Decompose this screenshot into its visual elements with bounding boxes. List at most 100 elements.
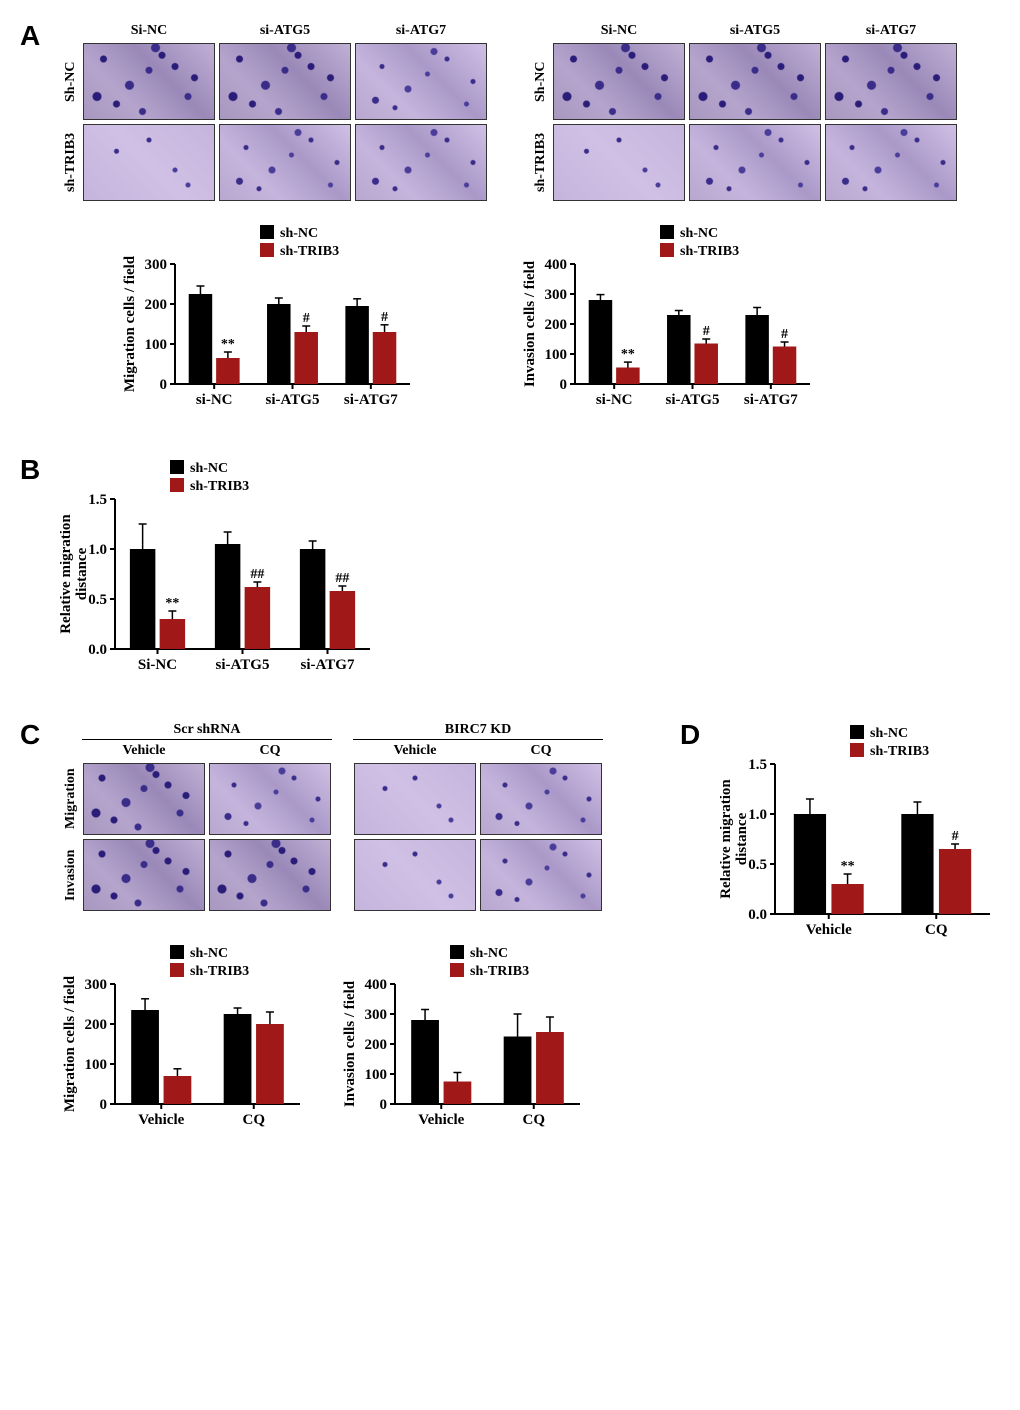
sub-header: Vehicle [353, 742, 477, 760]
svg-text:sh-TRIB3: sh-TRIB3 [190, 479, 249, 494]
svg-text:si-ATG5: si-ATG5 [666, 392, 720, 408]
panel-d-label: D [680, 719, 720, 751]
svg-text:si-NC: si-NC [596, 392, 633, 408]
svg-text:CQ: CQ [243, 1112, 266, 1128]
panel-c-invasion-chart: 0100200300400Invasion cells / fieldVehic… [340, 939, 590, 1144]
svg-text:sh-TRIB3: sh-TRIB3 [470, 964, 529, 979]
micrograph [83, 763, 205, 835]
svg-text:#: # [381, 310, 388, 325]
svg-text:300: 300 [85, 977, 108, 993]
sub-header: CQ [208, 742, 332, 760]
row-header: Migration [62, 762, 80, 836]
svg-text:Relative migration: Relative migration [720, 779, 734, 899]
svg-text:sh-NC: sh-NC [870, 726, 908, 741]
svg-text:distance: distance [74, 547, 90, 600]
svg-text:#: # [303, 311, 310, 326]
svg-text:0: 0 [560, 377, 568, 393]
svg-text:sh-TRIB3: sh-TRIB3 [870, 744, 929, 759]
svg-text:si-ATG5: si-ATG5 [266, 392, 320, 408]
micrograph [209, 763, 331, 835]
svg-text:**: ** [221, 337, 235, 352]
row-header: Sh-NC [62, 42, 80, 121]
svg-text:100: 100 [365, 1067, 388, 1083]
panel-c-label: C [20, 719, 60, 751]
svg-text:**: ** [621, 347, 635, 362]
col-header: si-ATG5 [688, 22, 822, 40]
svg-text:Relative migration: Relative migration [60, 514, 74, 634]
svg-text:400: 400 [545, 257, 568, 273]
micrograph [825, 43, 957, 120]
svg-text:1.0: 1.0 [88, 542, 107, 558]
svg-text:sh-NC: sh-NC [280, 226, 318, 241]
svg-text:0: 0 [160, 377, 168, 393]
col-header: Si-NC [82, 22, 216, 40]
micrograph [209, 839, 331, 911]
svg-text:200: 200 [545, 317, 568, 333]
row-header: sh-TRIB3 [532, 123, 550, 202]
svg-text:0.5: 0.5 [748, 857, 767, 873]
svg-text:sh-NC: sh-NC [680, 226, 718, 241]
micrograph [689, 124, 821, 201]
svg-text:100: 100 [145, 337, 168, 353]
svg-text:0: 0 [380, 1097, 388, 1113]
svg-text:200: 200 [85, 1017, 108, 1033]
svg-text:si-ATG7: si-ATG7 [744, 392, 798, 408]
svg-text:si-ATG7: si-ATG7 [301, 657, 355, 673]
svg-text:sh-NC: sh-NC [190, 946, 228, 961]
micrograph [83, 839, 205, 911]
svg-text:0: 0 [100, 1097, 108, 1113]
svg-text:1.5: 1.5 [748, 757, 767, 773]
panel-a-migration-chart: 0100200300Migration cells / field**si-NC… [120, 219, 420, 424]
micrograph [689, 43, 821, 120]
panel-d-chart: 0.00.51.01.5Relative migrationdistance**… [720, 719, 1000, 954]
svg-text:CQ: CQ [523, 1112, 546, 1128]
svg-text:si-NC: si-NC [196, 392, 233, 408]
col-header: si-ATG5 [218, 22, 352, 40]
svg-text:Vehicle: Vehicle [806, 922, 852, 938]
svg-text:#: # [952, 829, 959, 844]
svg-text:Migration cells / field: Migration cells / field [62, 975, 78, 1112]
micrograph [354, 763, 476, 835]
svg-text:0.5: 0.5 [88, 592, 107, 608]
svg-text:sh-NC: sh-NC [190, 461, 228, 476]
micrograph [83, 43, 215, 120]
svg-text:200: 200 [365, 1037, 388, 1053]
panel-b-chart: 0.00.51.01.5Relative migrationdistance**… [60, 454, 380, 689]
svg-text:CQ: CQ [925, 922, 948, 938]
svg-text:0.0: 0.0 [748, 907, 767, 923]
panel-c-grid: Scr shRNA BIRC7 KD Vehicle CQ Vehicle CQ… [60, 719, 620, 914]
group-header: BIRC7 KD [353, 721, 603, 740]
sub-header: CQ [479, 742, 603, 760]
svg-text:300: 300 [145, 257, 168, 273]
group-header: Scr shRNA [82, 721, 332, 740]
svg-text:si-ATG5: si-ATG5 [216, 657, 270, 673]
svg-text:sh-TRIB3: sh-TRIB3 [280, 244, 339, 259]
svg-text:si-ATG7: si-ATG7 [344, 392, 398, 408]
panel-a-grid-right: Si-NC si-ATG5 si-ATG7 Sh-NC sh-TRIB3 [530, 20, 960, 204]
svg-text:1.0: 1.0 [748, 807, 767, 823]
svg-text:Vehicle: Vehicle [418, 1112, 464, 1128]
svg-text:400: 400 [365, 977, 388, 993]
svg-text:Si-NC: Si-NC [138, 657, 177, 673]
row-header: Sh-NC [532, 42, 550, 121]
svg-text:#: # [703, 324, 710, 339]
micrograph [553, 124, 685, 201]
svg-text:Invasion cells / field: Invasion cells / field [522, 260, 538, 387]
svg-text:Invasion cells / field: Invasion cells / field [342, 980, 358, 1107]
panel-b-label: B [20, 454, 60, 486]
micrograph [480, 839, 602, 911]
svg-text:sh-NC: sh-NC [470, 946, 508, 961]
col-header: Si-NC [552, 22, 686, 40]
micrograph [219, 43, 351, 120]
svg-text:#: # [781, 327, 788, 342]
svg-text:Migration cells / field: Migration cells / field [122, 255, 138, 392]
sub-header: Vehicle [82, 742, 206, 760]
svg-text:**: ** [841, 859, 855, 874]
svg-text:sh-TRIB3: sh-TRIB3 [190, 964, 249, 979]
svg-text:Vehicle: Vehicle [138, 1112, 184, 1128]
panel-c-migration-chart: 0100200300Migration cells / fieldVehicle… [60, 939, 310, 1144]
col-header: si-ATG7 [354, 22, 488, 40]
svg-text:##: ## [250, 567, 264, 582]
row-header: sh-TRIB3 [62, 123, 80, 202]
micrograph [355, 43, 487, 120]
